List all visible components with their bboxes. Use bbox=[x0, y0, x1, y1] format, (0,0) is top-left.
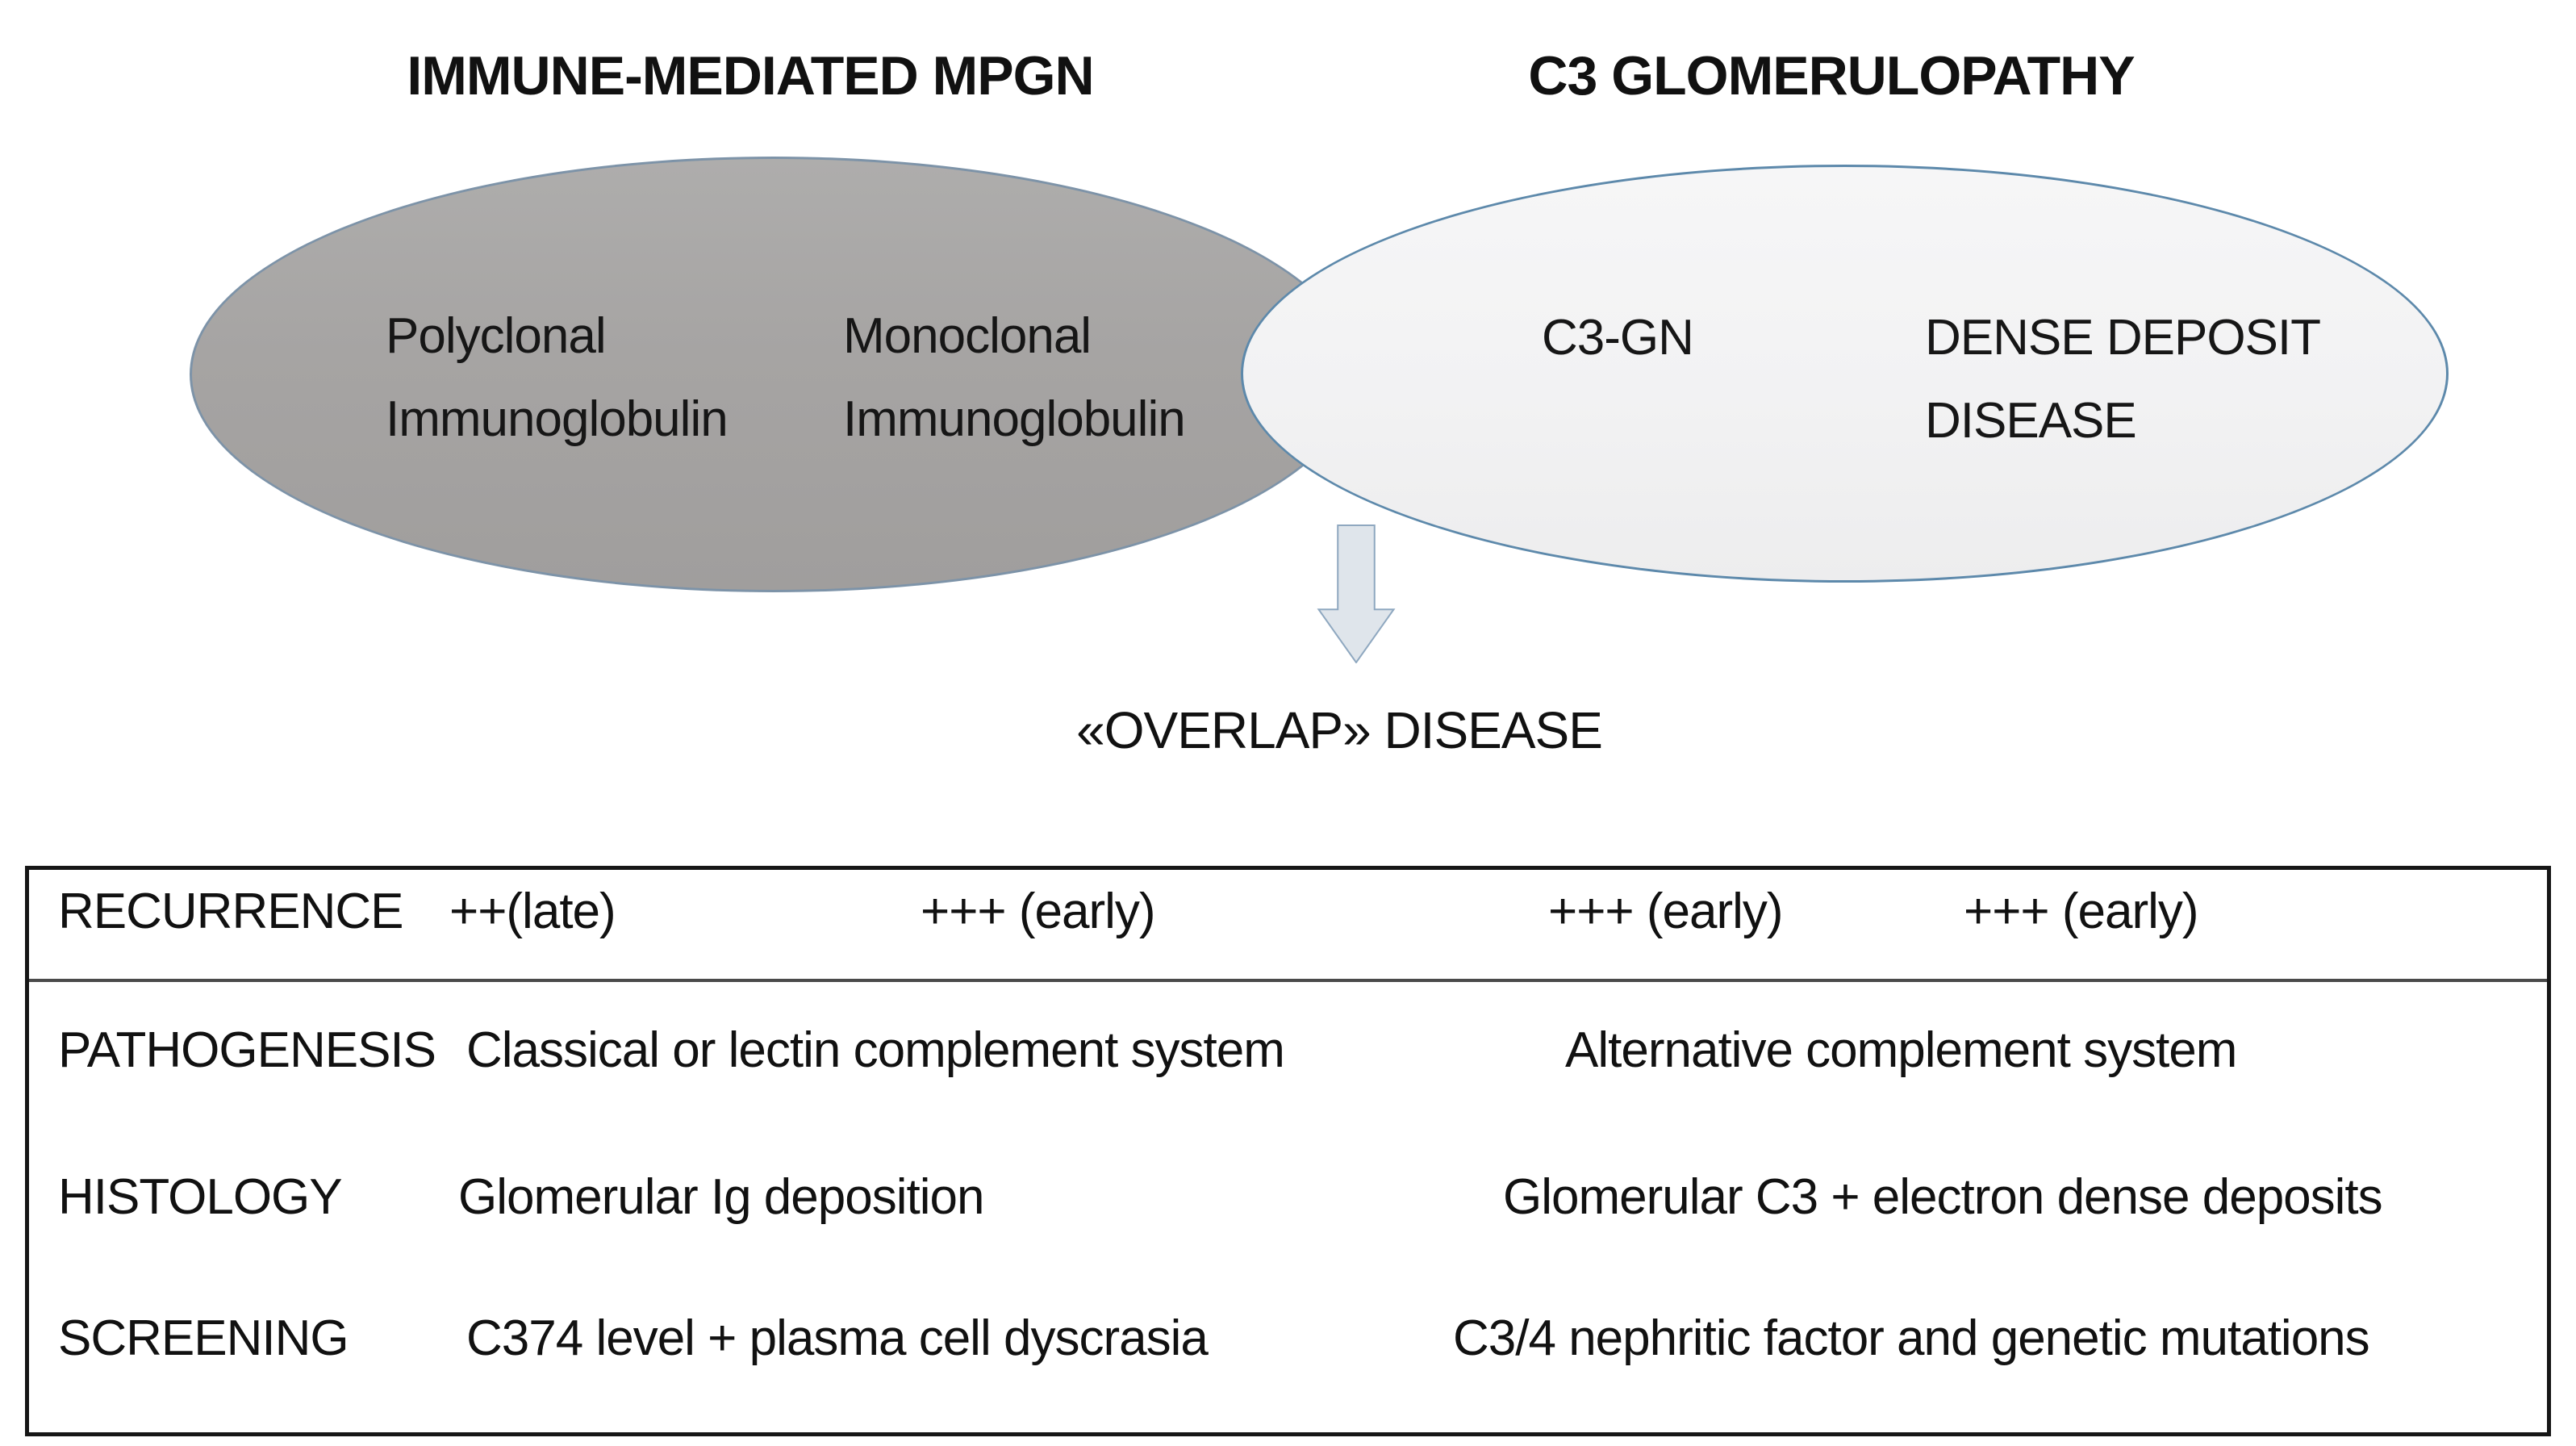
pathogenesis-value-mpgn: Classical or lectin complement system bbox=[466, 1022, 1285, 1078]
row-label-histology: HISTOLOGY bbox=[58, 1169, 343, 1225]
c3-glomerulopathy-title: C3 GLOMERULOPATHY bbox=[1528, 45, 2135, 107]
recurrence-value-ddd: +++ (early) bbox=[1964, 884, 2199, 939]
screening-value-mpgn: C374 level + plasma cell dyscrasia bbox=[466, 1310, 1209, 1366]
immune-mediated-mpgn-title: IMMUNE-MEDIATED MPGN bbox=[407, 45, 1094, 107]
overlap-disease-label: «OVERLAP» DISEASE bbox=[1076, 701, 1603, 759]
recurrence-value-polyclonal: ++(late) bbox=[449, 884, 616, 939]
c3-gn-label: C3-GN bbox=[1542, 310, 1694, 366]
row-label-screening: SCREENING bbox=[58, 1310, 349, 1366]
c3-glomerulopathy-ellipse: C3-GN DENSE DEPOSIT DISEASE bbox=[1241, 165, 2449, 583]
recurrence-value-c3gn: +++ (early) bbox=[1548, 884, 1784, 939]
recurrence-value-monoclonal: +++ (early) bbox=[921, 884, 1156, 939]
table-row-divider bbox=[29, 979, 2547, 982]
row-label-recurrence: RECURRENCE bbox=[58, 884, 403, 939]
immune-mediated-mpgn-ellipse: Polyclonal Immunoglobulin Monoclonal Imm… bbox=[190, 157, 1358, 592]
comparison-table: RECURRENCE ++(late) +++ (early) +++ (ear… bbox=[25, 866, 2551, 1436]
row-label-pathogenesis: PATHOGENESIS bbox=[58, 1022, 436, 1078]
polyclonal-immunoglobulin-label: Polyclonal Immunoglobulin bbox=[386, 308, 729, 447]
dense-deposit-disease-label: DENSE DEPOSIT DISEASE bbox=[1925, 310, 2321, 449]
histology-value-c3g: Glomerular C3 + electron dense deposits bbox=[1503, 1169, 2383, 1225]
screening-value-c3g: C3/4 nephritic factor and genetic mutati… bbox=[1453, 1310, 2370, 1366]
pathogenesis-value-c3g: Alternative complement system bbox=[1565, 1022, 2237, 1078]
histology-value-mpgn: Glomerular Ig deposition bbox=[458, 1169, 984, 1225]
monoclonal-immunoglobulin-label: Monoclonal Immunoglobulin bbox=[843, 308, 1186, 447]
block-arrow-down-icon bbox=[1317, 524, 1396, 663]
